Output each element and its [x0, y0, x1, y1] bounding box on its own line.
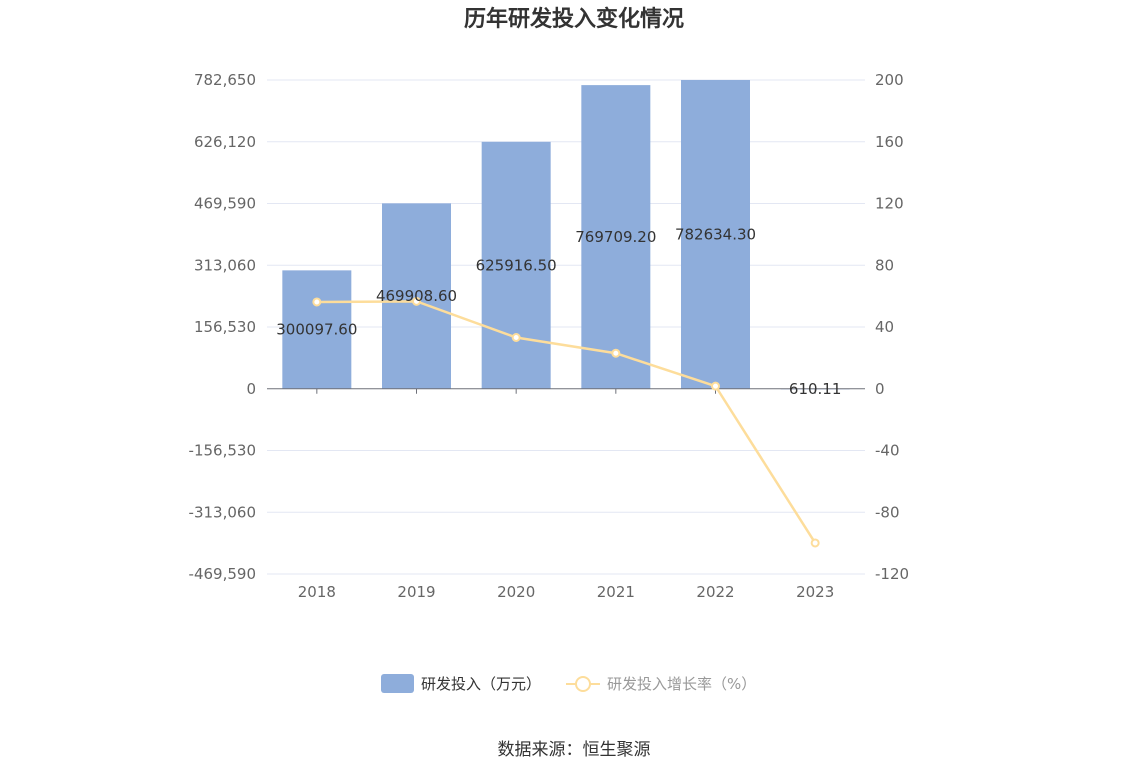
grid: [267, 79, 865, 575]
right-axis: 200 160 120 80 40 0 -40 -80 -120: [875, 71, 909, 583]
legend[interactable]: 研发投入（万元） 研发投入增长率（%）: [381, 674, 756, 693]
right-tick-label: 200: [875, 71, 904, 89]
x-tick-label: 2022: [696, 583, 734, 601]
bar: [481, 141, 551, 389]
chart-title: 历年研发投入变化情况: [464, 6, 684, 32]
legend-bar-label: 研发投入（万元）: [421, 675, 541, 693]
bar-value-label: 469908.60: [376, 287, 457, 305]
line-point: [511, 332, 521, 342]
right-tick-label: -80: [875, 503, 900, 521]
x-axis: 2018 2019 2020 2021 2022 2023: [267, 388, 865, 601]
bar: [681, 80, 750, 389]
left-tick-label: 0: [246, 380, 256, 398]
data-source: 数据来源：恒生聚源: [498, 740, 651, 760]
x-tick-label: 2023: [796, 583, 834, 601]
line-point: [810, 538, 820, 548]
left-axis: 782,650 626,120 469,590 313,060 156,530 0 -156…: [189, 71, 256, 583]
right-tick-label: 120: [875, 195, 904, 213]
line-point: [312, 297, 322, 307]
data-labels: 300097.60 469908.60 625916.50 769709.20 7826…: [276, 225, 841, 397]
left-tick-label: -469,590: [189, 565, 256, 583]
line-series: [312, 296, 820, 548]
bar-value-label: 625916.50: [476, 256, 557, 274]
left-tick-label: 782,650: [194, 71, 256, 89]
line-point: [611, 348, 621, 358]
growth-line: [316, 300, 817, 544]
left-tick-label: 156,530: [194, 318, 256, 336]
bar-value-label: 782634.30: [675, 225, 756, 243]
left-tick-label: 626,120: [194, 133, 256, 151]
bar-value-label: 300097.60: [276, 321, 357, 339]
x-tick-label: 2019: [397, 583, 435, 601]
left-tick-label: -156,530: [189, 442, 256, 460]
right-tick-label: -40: [875, 442, 900, 460]
bar-value-label: 769709.20: [575, 228, 656, 246]
bar-series: [282, 80, 850, 390]
legend-line-label: 研发投入增长率（%）: [607, 675, 756, 693]
right-tick-label: 160: [875, 133, 904, 151]
left-tick-label: -313,060: [189, 503, 256, 521]
bar: [581, 85, 651, 389]
bar: [382, 203, 451, 389]
bar: [282, 270, 352, 389]
right-tick-label: -120: [875, 565, 909, 583]
legend-item-bar[interactable]: 研发投入（万元）: [381, 674, 541, 693]
left-tick-label: 313,060: [194, 256, 256, 274]
right-tick-label: 40: [875, 318, 894, 336]
x-tick-label: 2021: [597, 583, 635, 601]
legend-line-marker-icon: [575, 676, 591, 692]
legend-item-line[interactable]: 研发投入增长率（%）: [566, 675, 756, 693]
bar-value-label: 610.11: [789, 380, 842, 398]
line-point: [711, 381, 720, 391]
legend-bar-swatch: [381, 674, 414, 693]
x-tick-label: 2018: [298, 583, 336, 601]
left-tick-label: 469,590: [194, 195, 256, 213]
x-tick-label: 2020: [497, 583, 535, 601]
line-point: [412, 296, 421, 306]
right-tick-label: 80: [875, 256, 894, 274]
right-tick-label: 0: [875, 380, 885, 398]
